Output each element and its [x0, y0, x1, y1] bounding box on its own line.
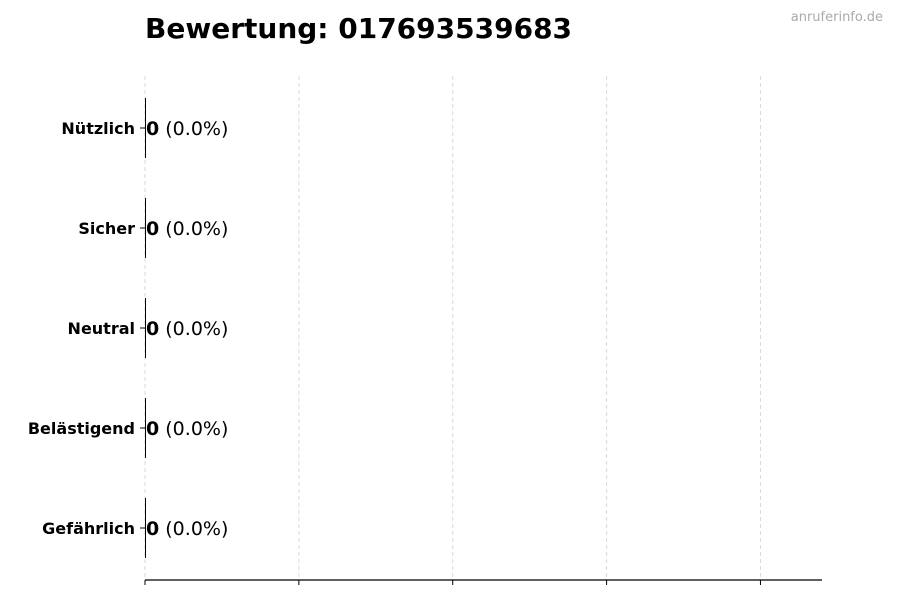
- category-label: Gefährlich: [42, 519, 135, 538]
- bar: [145, 98, 146, 158]
- count-label: 0: [146, 518, 159, 540]
- count-label: 0: [146, 118, 159, 140]
- percent-label: (0.0%): [159, 418, 228, 440]
- percent-label: (0.0%): [159, 318, 228, 340]
- percent-label: (0.0%): [159, 218, 228, 240]
- category-label: Neutral: [68, 319, 135, 338]
- bar: [145, 498, 146, 558]
- category-label: Nützlich: [61, 119, 135, 138]
- bar: [145, 198, 146, 258]
- value-label: 0 (0.0%): [146, 318, 228, 340]
- watermark: anruferinfo.de: [790, 10, 883, 25]
- category-label: Belästigend: [28, 419, 135, 438]
- percent-label: (0.0%): [159, 518, 228, 540]
- count-label: 0: [146, 218, 159, 240]
- count-label: 0: [146, 418, 159, 440]
- bar: [145, 298, 146, 358]
- value-label: 0 (0.0%): [146, 118, 228, 140]
- value-label: 0 (0.0%): [146, 218, 228, 240]
- percent-label: (0.0%): [159, 118, 228, 140]
- category-label: Sicher: [78, 219, 135, 238]
- bar: [145, 398, 146, 458]
- value-label: 0 (0.0%): [146, 518, 228, 540]
- chart-title: Bewertung: 017693539683: [145, 12, 573, 45]
- value-label: 0 (0.0%): [146, 418, 228, 440]
- count-label: 0: [146, 318, 159, 340]
